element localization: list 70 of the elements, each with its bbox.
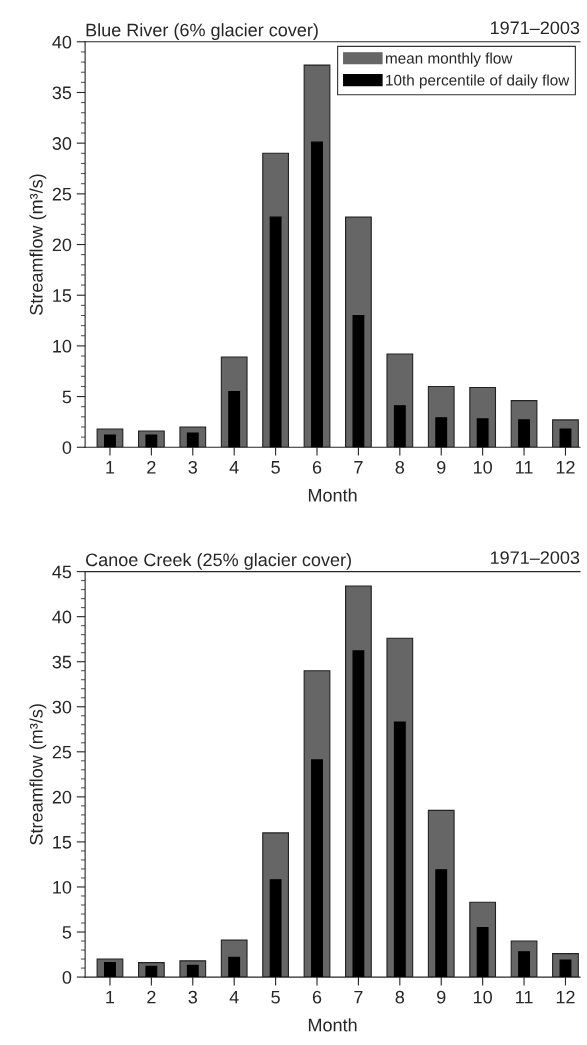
- chart-subtitle: 1971–2003: [490, 21, 580, 35]
- y-axis-title: Streamflow (m³/s): [29, 704, 47, 845]
- x-tick-label: 11: [516, 461, 533, 474]
- y-axis-title: Streamflow (m³/s): [29, 174, 47, 315]
- bar: [435, 869, 448, 978]
- x-tick-label: 11: [516, 990, 533, 1004]
- bar: [352, 314, 365, 448]
- bar: [476, 418, 489, 448]
- legend-label: mean monthly flow: [386, 52, 513, 67]
- x-tick-label: 7: [354, 990, 363, 1004]
- chart-title: Blue River (6% glacier cover): [86, 23, 318, 40]
- x-tick-label: 9: [437, 460, 446, 474]
- chart-title: Canoe Creek (25% glacier cover): [86, 552, 351, 570]
- y-tick-label: 15: [53, 836, 72, 849]
- legend-label: 10th percentile of daily flow: [386, 74, 570, 89]
- x-axis-title: Month: [308, 488, 357, 502]
- y-tick-label: 25: [52, 187, 72, 201]
- y-tick-label: 20: [52, 790, 72, 804]
- bar: [518, 951, 530, 978]
- x-tick-label: 5: [271, 990, 280, 1004]
- x-tick-label: 12: [556, 990, 575, 1004]
- x-tick-label: 3: [188, 460, 198, 474]
- y-tick-label: 0: [62, 441, 72, 454]
- x-tick-label: 8: [395, 460, 405, 474]
- x-tick-label: 10: [473, 990, 492, 1004]
- y-tick-label: 40: [52, 610, 72, 624]
- y-tick-label: 5: [62, 926, 72, 939]
- bar: [393, 405, 406, 448]
- y-tick-label: 5: [62, 390, 72, 404]
- bar: [311, 141, 323, 448]
- x-tick-label: 5: [271, 461, 280, 474]
- y-tick-label: 35: [52, 86, 72, 100]
- bar: [269, 879, 282, 978]
- y-tick-label: 10: [53, 339, 72, 353]
- x-tick-label: 2: [147, 990, 156, 1004]
- x-tick-label: 1: [106, 461, 115, 474]
- x-axis-title: Month: [308, 1018, 357, 1032]
- x-tick-label: 9: [437, 990, 446, 1004]
- y-tick-label: 0: [62, 971, 72, 984]
- bar: [228, 390, 241, 448]
- y-tick-label: 30: [52, 700, 72, 714]
- bar: [228, 956, 241, 978]
- x-tick-label: 3: [188, 990, 198, 1004]
- x-tick-label: 6: [312, 990, 322, 1004]
- x-tick-label: 8: [395, 990, 405, 1004]
- y-tick-label: 20: [52, 238, 72, 252]
- y-tick-label: 25: [52, 745, 72, 759]
- x-tick-label: 2: [147, 460, 156, 474]
- x-tick-label: 10: [473, 460, 492, 474]
- y-tick-label: 40: [52, 35, 72, 49]
- y-tick-label: 15: [53, 289, 72, 302]
- x-tick-label: 7: [354, 461, 363, 474]
- y-tick-label: 35: [52, 655, 72, 669]
- bar: [518, 419, 530, 448]
- y-tick-label: 10: [53, 880, 72, 894]
- bar: [559, 428, 572, 448]
- bar: [476, 926, 489, 978]
- chart-subtitle: 1971–2003: [490, 551, 580, 564]
- bar: [311, 759, 323, 978]
- x-tick-label: 4: [229, 461, 239, 474]
- x-tick-label: 1: [106, 990, 115, 1004]
- bar: [435, 417, 448, 448]
- bar: [393, 721, 406, 978]
- bar: [269, 216, 282, 448]
- x-tick-label: 6: [312, 460, 322, 474]
- y-tick-label: 45: [52, 565, 72, 579]
- bar: [352, 650, 365, 978]
- x-tick-label: 12: [556, 460, 575, 474]
- y-tick-label: 30: [52, 137, 72, 150]
- x-tick-label: 4: [229, 990, 239, 1004]
